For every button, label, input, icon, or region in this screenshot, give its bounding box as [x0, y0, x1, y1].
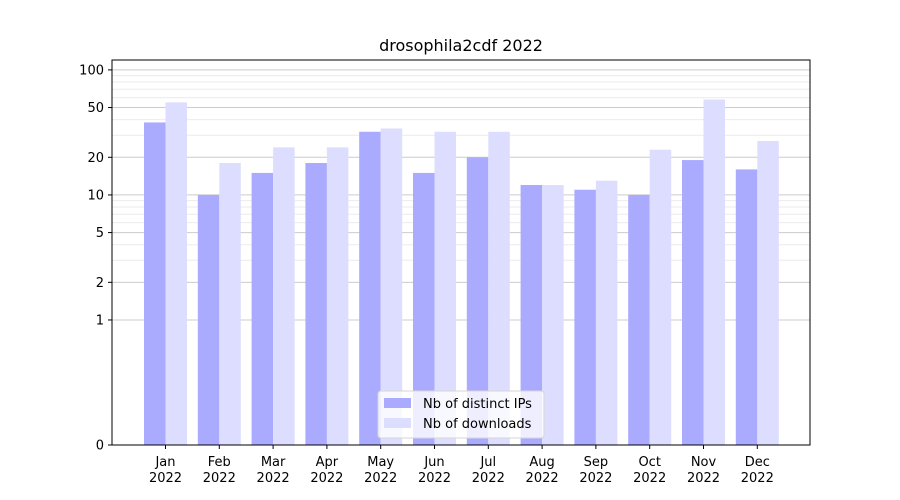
bar-distinct-ips — [682, 160, 704, 445]
bar-distinct-ips — [197, 194, 220, 445]
x-tick-label-month: Dec — [745, 455, 770, 470]
x-tick-label-month: Jul — [479, 455, 496, 470]
x-tick-label-month: Aug — [529, 455, 554, 470]
legend-label: Nb of downloads — [423, 417, 532, 432]
bar-distinct-ips — [144, 122, 166, 445]
x-tick-label-month: Sep — [584, 455, 609, 470]
bar-downloads — [595, 180, 618, 445]
x-tick-label-year: 2022 — [418, 471, 451, 486]
legend-box — [377, 390, 545, 439]
x-tick-label-month: Jan — [154, 455, 175, 470]
bar-downloads — [542, 185, 564, 445]
x-tick-label-year: 2022 — [364, 471, 397, 486]
legend-swatch — [384, 418, 411, 428]
bar-distinct-ips — [520, 185, 543, 445]
y-tick-label: 1 — [96, 313, 104, 328]
bar-distinct-ips — [735, 169, 758, 445]
bar-downloads — [703, 99, 725, 446]
x-tick-label-year: 2022 — [149, 471, 182, 486]
x-tick-label-year: 2022 — [257, 471, 290, 486]
x-tick-label-month: Jun — [423, 455, 444, 470]
bar-distinct-ips — [628, 194, 650, 445]
x-tick-label-month: Oct — [638, 455, 660, 470]
legend: Nb of distinct IPs Nb of downloads — [377, 390, 545, 439]
x-tick-label-year: 2022 — [310, 471, 343, 486]
legend-swatch — [384, 398, 411, 408]
y-tick-label: 5 — [96, 226, 104, 241]
bar-distinct-ips — [305, 163, 327, 445]
bar-downloads — [219, 163, 241, 445]
bar-downloads — [326, 147, 349, 446]
bar-distinct-ips — [251, 172, 274, 445]
x-tick-label-year: 2022 — [203, 471, 236, 486]
bar-downloads — [165, 102, 187, 445]
chart-title: drosophila2cdf 2022 — [379, 36, 543, 55]
bar-downloads — [488, 131, 510, 445]
bar-downloads — [434, 131, 456, 445]
x-tick-label-month: Nov — [691, 455, 717, 470]
bar-distinct-ips — [413, 172, 435, 445]
x-tick-label-year: 2022 — [741, 471, 774, 486]
x-tick-label-month: Mar — [261, 455, 286, 470]
bar-downloads — [380, 128, 403, 445]
x-tick-label-year: 2022 — [526, 471, 559, 486]
x-tick-label-year: 2022 — [579, 471, 612, 486]
x-tick-label-year: 2022 — [472, 471, 505, 486]
plot-frame — [111, 59, 811, 446]
y-tick-label: 50 — [87, 101, 104, 116]
bar-distinct-ips — [466, 157, 489, 445]
legend-label: Nb of distinct IPs — [423, 397, 532, 412]
bar-downloads — [757, 140, 779, 445]
y-tick-label: 100 — [79, 63, 104, 78]
y-tick-label: 10 — [87, 188, 104, 203]
x-tick-label-year: 2022 — [633, 471, 666, 486]
x-tick-label-month: Apr — [316, 455, 339, 470]
y-axis: 0 1 2 5 10 20 50 100 — [79, 63, 112, 454]
bar-downloads — [649, 149, 672, 446]
bar-distinct-ips — [574, 189, 596, 445]
bars — [144, 99, 779, 446]
x-tick-label-month: Feb — [208, 455, 231, 470]
x-tick-label-month: May — [367, 455, 394, 470]
y-tick-label: 0 — [96, 439, 104, 454]
bar-downloads — [273, 147, 295, 446]
x-tick-label-year: 2022 — [687, 471, 720, 486]
y-tick-label: 20 — [87, 151, 104, 166]
y-tick-label: 2 — [96, 276, 104, 291]
bar-distinct-ips — [359, 131, 381, 445]
x-axis: Jan2022Feb2022Mar2022Apr2022May2022Jun20… — [149, 445, 774, 486]
